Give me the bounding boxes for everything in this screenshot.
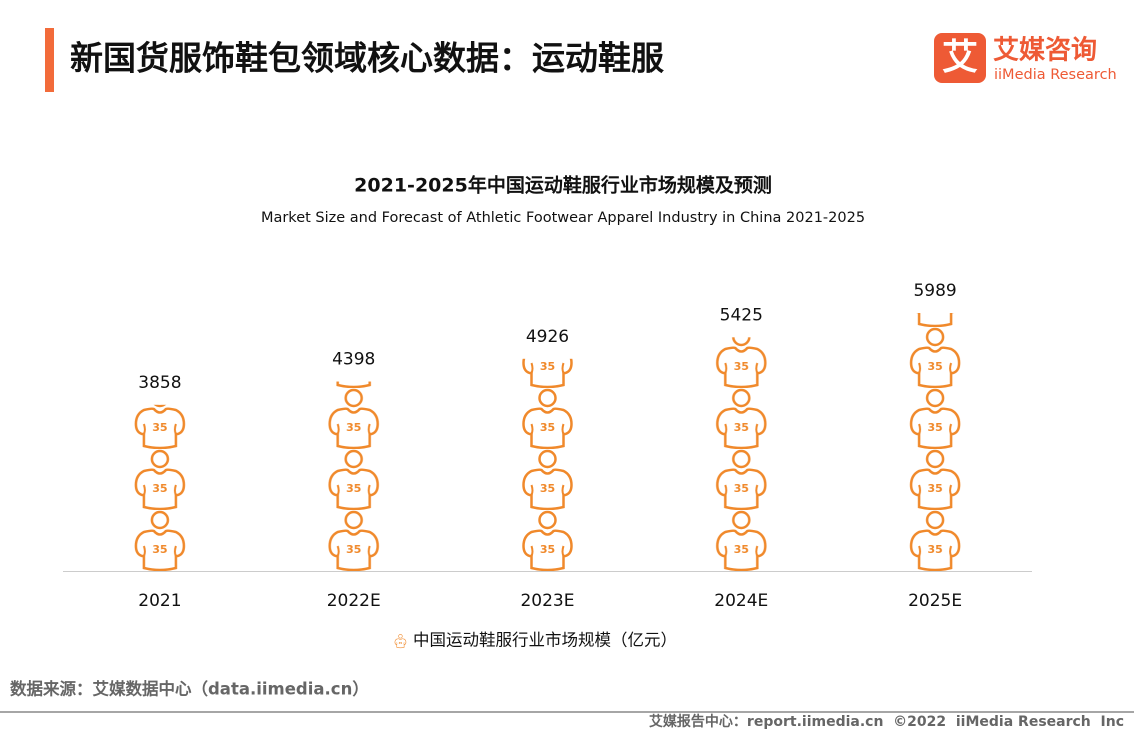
pictograph-bar [713,337,770,571]
chart-subtitle: Market Size and Forecast of Athletic Foo… [261,210,865,226]
x-tick-label: 2025E [908,591,962,611]
value-label: 3858 [138,373,181,393]
x-tick-label: 2022E [327,591,381,611]
legend-icon: 35 [394,634,407,649]
x-tick-label: 2021 [138,591,181,611]
x-tick-label: 2024E [714,591,768,611]
value-label: 4398 [332,350,375,370]
pictograph-bar [519,358,576,571]
pictograph-bar [325,381,382,571]
value-label: 5425 [720,305,763,325]
x-tick-label: 2023E [520,591,574,611]
chart-title: 2021-2025年中国运动鞋服行业市场规模及预测 [354,174,772,197]
value-label: 4926 [526,327,569,347]
svg-text:35: 35 [399,641,403,645]
legend-label: 中国运动鞋服行业市场规模（亿元） [413,631,677,650]
logo-box [934,33,986,83]
source: 数据来源：艾媒数据中心（data.iimedia.cn） [10,679,369,699]
logo-mark: 艾 [942,37,978,78]
footer: 艾媒报告中心：report.iimedia.cn ©2022 iiMedia R… [649,713,1124,730]
logo-en: iiMedia Research [994,67,1117,83]
value-label: 5989 [913,281,956,301]
header-accent [45,28,54,92]
logo-cn: 艾媒咨询 [993,35,1097,66]
page-title: 新国货服饰鞋包领域核心数据：运动鞋服 [70,39,664,78]
pictograph-bar [907,313,964,571]
pictograph-bar [131,404,188,571]
